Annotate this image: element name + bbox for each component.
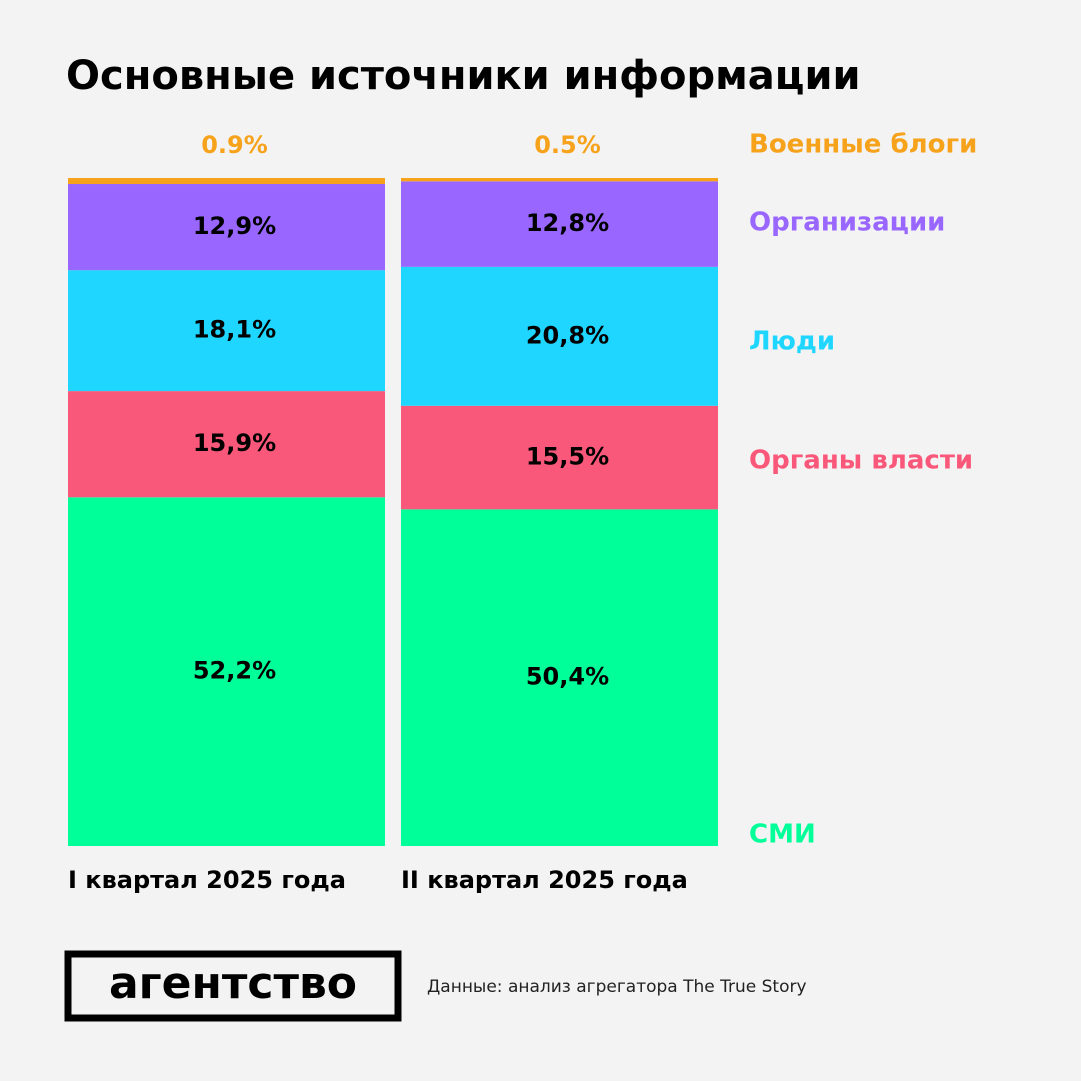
bar-segment [68, 184, 385, 271]
source: Данные: анализ агрегатора The True Story [427, 977, 807, 997]
bar-segment [68, 391, 385, 498]
x-tick-label: I квартал 2025 года [68, 866, 346, 894]
legend-label: Военные блоги [749, 130, 977, 160]
legend-label: Люди [749, 327, 835, 357]
value-label: 52,2% [193, 657, 276, 685]
bar-segment [68, 497, 385, 846]
logo: агентство [109, 958, 357, 1009]
bar-segment [68, 178, 385, 185]
bar-segment [401, 181, 718, 267]
bar-segment [401, 405, 718, 510]
chart-title: Основные источники информации [66, 53, 861, 99]
value-label: 0.5% [534, 131, 601, 159]
x-tick-label: II квартал 2025 года [401, 866, 688, 894]
bar-segment [401, 509, 718, 846]
value-label: 12,8% [526, 209, 609, 237]
legend-label: Органы власти [749, 446, 973, 476]
bar-segment [68, 270, 385, 392]
bar-segment [401, 178, 718, 182]
value-label: 18,1% [193, 316, 276, 344]
legend-label: Организации [749, 208, 945, 238]
value-label: 15,9% [193, 429, 276, 457]
value-label: 12,9% [193, 212, 276, 240]
bar-segment [401, 266, 718, 406]
logo-box [64, 950, 402, 1022]
value-label: 0.9% [201, 131, 268, 159]
value-label: 50,4% [526, 663, 609, 691]
value-label: 20,8% [526, 321, 609, 349]
legend-label: СМИ [749, 820, 816, 850]
value-label: 15,5% [526, 443, 609, 471]
